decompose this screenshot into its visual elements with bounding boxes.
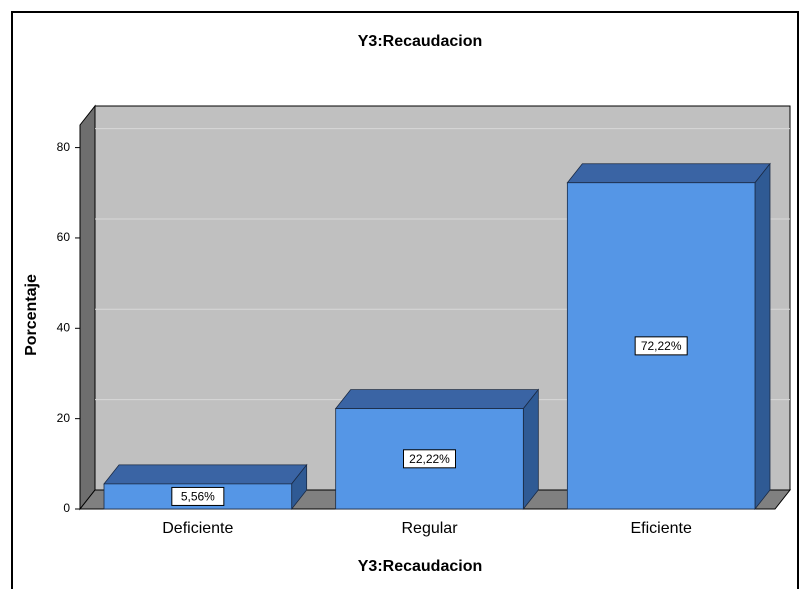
y-axis-title: Porcentaje bbox=[23, 274, 40, 356]
bar-side bbox=[522, 388, 539, 511]
value-label-box bbox=[403, 449, 456, 469]
y-tick-label: 80 bbox=[57, 140, 71, 154]
y-tick-label: 20 bbox=[57, 411, 71, 425]
x-tick-label: Deficiente bbox=[162, 520, 233, 537]
value-label-box bbox=[634, 336, 688, 356]
bar-side bbox=[754, 162, 771, 511]
bar-top bbox=[566, 163, 771, 184]
x-tick-label: Eficiente bbox=[630, 520, 691, 537]
left-wall bbox=[79, 104, 96, 511]
value-label: 5,56% bbox=[181, 490, 215, 504]
value-label-box bbox=[171, 486, 225, 506]
bar-top bbox=[334, 389, 540, 410]
value-label: 72,22% bbox=[641, 339, 682, 353]
y-tick-label: 40 bbox=[57, 320, 71, 334]
y-tick-label: 60 bbox=[57, 230, 71, 244]
chart-title: Y3:Recaudacion bbox=[358, 33, 482, 50]
x-axis-title: Y3:Recaudacion bbox=[358, 558, 482, 575]
bar-top bbox=[103, 464, 308, 485]
y-tick-label: 0 bbox=[63, 501, 70, 515]
x-tick-label: Regular bbox=[401, 520, 458, 537]
value-label: 22,22% bbox=[409, 452, 450, 466]
